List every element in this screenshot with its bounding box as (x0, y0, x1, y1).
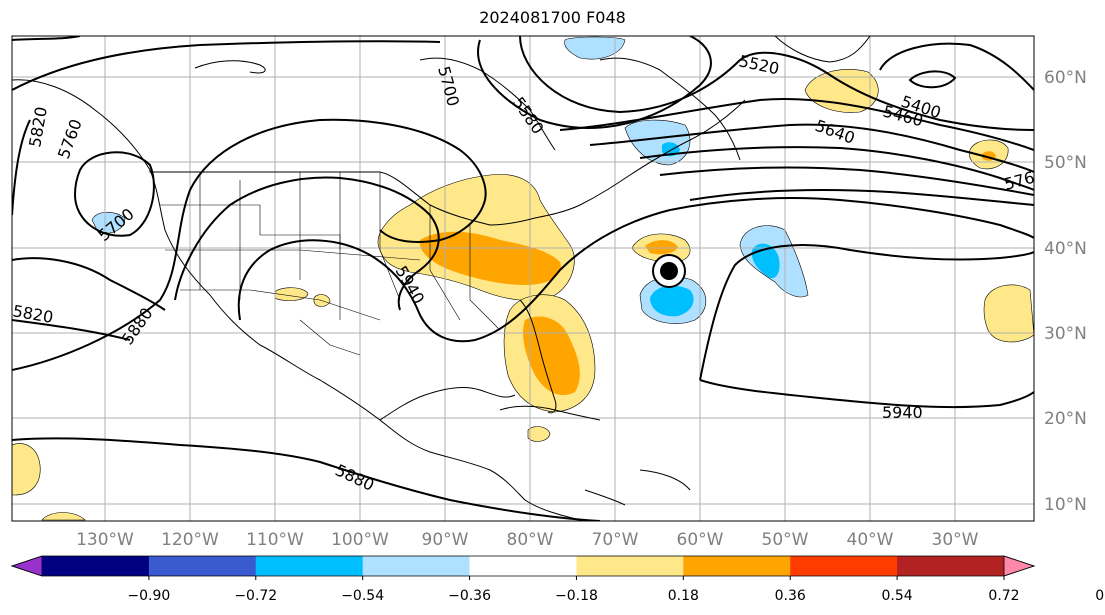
colorbar-segment (683, 556, 791, 576)
negative-anomaly-baffin (564, 36, 626, 60)
latitude-label: 10°N (1044, 495, 1087, 515)
longitude-label: 50°W (762, 530, 809, 550)
political-borders (150, 171, 501, 356)
colorbar-outline (10, 555, 1036, 577)
positive-anomaly-storm-north-core (645, 240, 678, 255)
colorbar (10, 555, 1036, 577)
colorbar-tick-label: −0.72 (234, 588, 277, 604)
hurricane-center-icon (652, 254, 686, 288)
colorbar-tick-label: 0.54 (882, 588, 913, 604)
negative-anomaly-storm-south-core (650, 285, 694, 317)
colorbar-tick-labels: −0.90 −0.72 −0.54 −0.36 −0.18 0.18 0.36 0.54 0.7… (127, 576, 1105, 604)
longitude-label: 70°W (592, 530, 639, 550)
colorbar-segment (897, 556, 1005, 576)
longitude-label: 100°W (331, 530, 389, 550)
map-frame (11, 35, 1035, 522)
colorbar-tick-label: 0.90 (1095, 588, 1105, 604)
positive-anomaly-eastus-core (419, 231, 561, 285)
graticule (12, 36, 1034, 521)
colorbar-segment (576, 556, 684, 576)
longitude-label: 130°W (76, 530, 134, 550)
coastlines (12, 36, 871, 521)
latitude-label: 20°N (1044, 409, 1087, 429)
positive-anomaly-gulf-small (527, 426, 551, 442)
longitude-label: 120°W (161, 530, 219, 550)
contour-labels: 5520 5400 5460 5640 5700 5580 5820 5760 … (12, 51, 1034, 495)
figure-title: 2024081700 F048 (479, 8, 626, 27)
positive-anomaly-pacific-bottom (41, 512, 86, 521)
colorbar-tick-label: 0.36 (775, 588, 806, 604)
longitude-label: 60°W (677, 530, 724, 550)
colorbar-tick-label: −0.36 (448, 588, 491, 604)
longitude-label: 90°W (422, 530, 469, 550)
colorbar-tick-label: 0.72 (988, 588, 1019, 604)
longitude-label: 110°W (246, 530, 304, 550)
colorbar-tick-label: −0.18 (555, 588, 598, 604)
longitude-labels: 130°W 120°W 110°W 100°W 90°W 80°W 70°W 60°W 50°W… (76, 530, 979, 550)
latitude-labels: 60°N 50°N 40°N 30°N 20°N 10°N (1044, 68, 1087, 515)
longitude-label: 80°W (507, 530, 554, 550)
latitude-label: 60°N (1044, 68, 1087, 88)
positive-anomaly-far-east (983, 284, 1034, 343)
colorbar-segment (42, 556, 150, 576)
latitude-label: 40°N (1044, 239, 1087, 259)
colorbar-segment (255, 556, 364, 576)
colorbar-extend-low (10, 555, 43, 577)
contour-label: 5940 (882, 403, 923, 422)
latitude-label: 30°N (1044, 324, 1087, 344)
longitude-label: 40°W (847, 530, 894, 550)
positive-anomaly-pacific-south (12, 443, 41, 496)
longitude-label: 30°W (932, 530, 979, 550)
colorbar-segment (469, 556, 577, 576)
colorbar-extend-high (1003, 555, 1036, 577)
colorbar-segment (362, 556, 471, 576)
colorbar-segment (148, 556, 257, 576)
colorbar-tick-label: −0.90 (127, 588, 170, 604)
colorbar-segment (790, 556, 898, 576)
negative-anomaly-atlantic-core (751, 243, 780, 279)
colorbar-tick-label: −0.54 (341, 588, 384, 604)
latitude-label: 50°N (1044, 153, 1087, 173)
height-contours (12, 36, 1034, 521)
positive-anomaly-florida-core (523, 316, 580, 396)
colorbar-tick-label: 0.18 (668, 588, 699, 604)
